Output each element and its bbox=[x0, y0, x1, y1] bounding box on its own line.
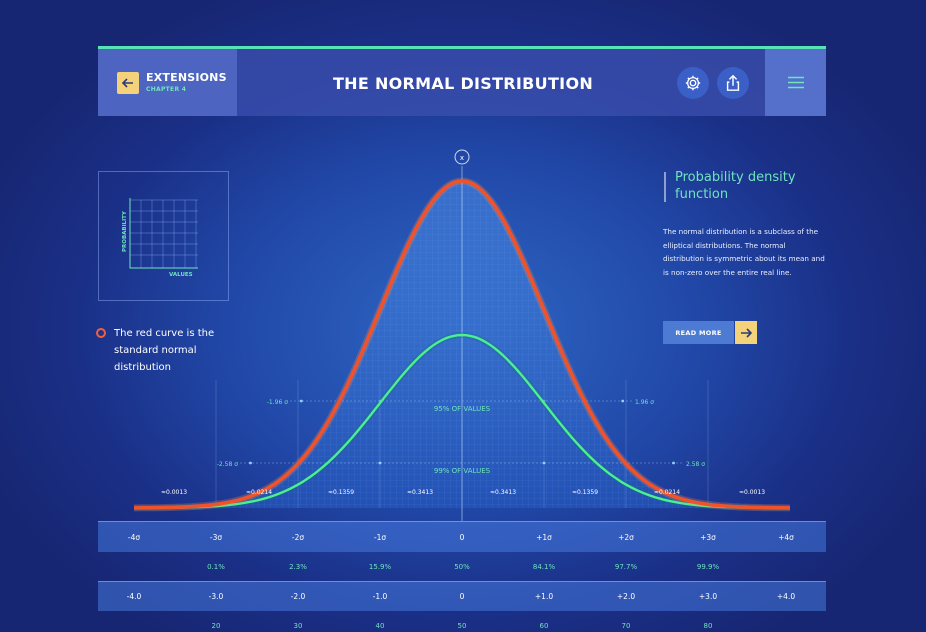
sigma-label: 0 bbox=[460, 533, 465, 542]
z-score-label: +2.0 bbox=[617, 592, 635, 601]
title-divider bbox=[664, 172, 666, 202]
legend-note: The red curve is the standard normal dis… bbox=[114, 328, 215, 373]
band-marker bbox=[672, 461, 675, 465]
green-curve bbox=[134, 333, 790, 510]
area-probability-label: ≈0.3413 bbox=[490, 489, 516, 496]
band-marker bbox=[249, 461, 252, 465]
band-right-label: 2.58 σ bbox=[686, 461, 705, 468]
share-button[interactable] bbox=[717, 67, 749, 99]
area-probability-label: ≈0.0013 bbox=[161, 489, 187, 496]
cumulative-percent-label: 50% bbox=[454, 563, 470, 571]
t-score-label: 40 bbox=[376, 622, 385, 630]
t-score-label: 50 bbox=[458, 622, 467, 630]
sigma-label: -2σ bbox=[292, 533, 304, 542]
area-probability-label: ≈0.0214 bbox=[246, 489, 272, 496]
menu-button[interactable] bbox=[765, 49, 826, 116]
z-score-label: -3.0 bbox=[209, 592, 224, 601]
t-score-label: 30 bbox=[294, 622, 303, 630]
sigma-label: -4σ bbox=[128, 533, 140, 542]
z-score-row bbox=[98, 581, 826, 611]
band-left-label: -1.96 σ bbox=[267, 399, 288, 406]
band-marker bbox=[299, 399, 303, 403]
band-right-label: 1.96 σ bbox=[635, 399, 654, 406]
mini-chart: PROBABILITY VALUES bbox=[98, 171, 229, 301]
sigma-row bbox=[98, 521, 826, 552]
cumulative-percent-label: 0.1% bbox=[207, 563, 225, 571]
z-score-label: +4.0 bbox=[777, 592, 795, 601]
z-score-label: -4.0 bbox=[127, 592, 142, 601]
band-label: 95% OF VALUES bbox=[434, 405, 491, 413]
mini-chart-x-label: VALUES bbox=[169, 272, 193, 278]
section-subtitle: CHAPTER 4 bbox=[146, 86, 187, 93]
area-probability-label: ≈0.1359 bbox=[328, 489, 354, 496]
area-probability-label: ≈0.0214 bbox=[654, 489, 680, 496]
cumulative-percent-label: 2.3% bbox=[289, 563, 307, 571]
gear-icon bbox=[685, 75, 701, 91]
header-accent-line bbox=[98, 46, 826, 49]
back-button[interactable] bbox=[117, 72, 139, 94]
settings-button[interactable] bbox=[677, 67, 709, 99]
z-score-label: +3.0 bbox=[699, 592, 717, 601]
band-left-label: -2.58 σ bbox=[217, 461, 238, 468]
sigma-label: +3σ bbox=[700, 533, 716, 542]
center-marker bbox=[454, 149, 470, 165]
area-probability-label: ≈0.0013 bbox=[739, 489, 765, 496]
z-score-label: +1.0 bbox=[535, 592, 553, 601]
info-body: The normal distribution is a subclass of… bbox=[663, 227, 825, 278]
cumulative-percent-label: 97.7% bbox=[615, 563, 638, 571]
area-probability-label: ≈0.1359 bbox=[572, 489, 598, 496]
sigma-label: +1σ bbox=[536, 533, 552, 542]
read-more-button[interactable]: READ MORE bbox=[663, 321, 734, 344]
cumulative-percent-label: 99.9% bbox=[697, 563, 720, 571]
z-score-label: 0 bbox=[460, 592, 465, 601]
page-title: THE NORMAL DISTRIBUTION bbox=[332, 74, 594, 93]
arrow-left-icon bbox=[122, 78, 133, 88]
t-score-label: 20 bbox=[212, 622, 221, 630]
center-marker-label: x bbox=[460, 154, 464, 162]
cumulative-percent-label: 84.1% bbox=[533, 563, 556, 571]
sigma-label: +4σ bbox=[778, 533, 794, 542]
t-score-label: 80 bbox=[704, 622, 713, 630]
t-score-label: 70 bbox=[622, 622, 631, 630]
red-curve-legend-dot bbox=[96, 328, 106, 338]
section-title: EXTENSIONS bbox=[146, 71, 227, 84]
red-curve bbox=[134, 179, 790, 510]
arrow-right-icon bbox=[741, 327, 752, 338]
mini-chart-y-label: PROBABILITY bbox=[122, 210, 128, 252]
cumulative-percent-label: 15.9% bbox=[369, 563, 392, 571]
hamburger-icon bbox=[787, 76, 804, 89]
band-marker bbox=[378, 461, 382, 465]
z-score-label: -2.0 bbox=[291, 592, 306, 601]
sigma-label: -3σ bbox=[210, 533, 222, 542]
share-icon bbox=[726, 74, 740, 91]
t-score-label: 60 bbox=[540, 622, 549, 630]
band-label: 99% OF VALUES bbox=[434, 467, 491, 475]
band-marker bbox=[542, 461, 546, 465]
area-probability-label: ≈0.3413 bbox=[407, 489, 433, 496]
read-more-arrow-button[interactable] bbox=[735, 321, 757, 344]
sigma-label: -1σ bbox=[374, 533, 386, 542]
sigma-label: +2σ bbox=[618, 533, 634, 542]
info-title: Probability density function bbox=[675, 170, 796, 202]
z-score-label: -1.0 bbox=[373, 592, 388, 601]
band-marker bbox=[621, 399, 625, 403]
